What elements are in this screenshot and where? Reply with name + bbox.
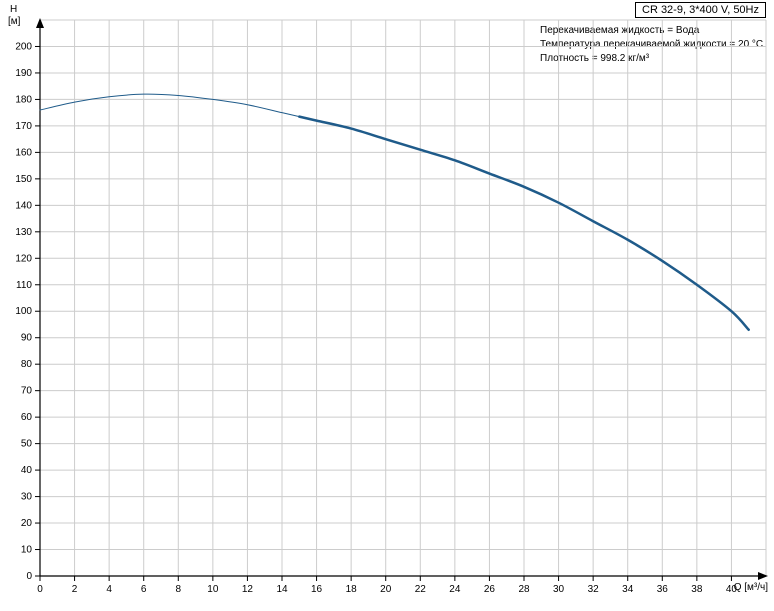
svg-text:30: 30 bbox=[21, 492, 33, 503]
svg-text:190: 190 bbox=[15, 68, 32, 79]
svg-text:80: 80 bbox=[21, 359, 33, 370]
svg-text:8: 8 bbox=[176, 584, 182, 595]
svg-text:16: 16 bbox=[311, 584, 323, 595]
svg-text:6: 6 bbox=[141, 584, 147, 595]
svg-text:2: 2 bbox=[72, 584, 78, 595]
svg-text:40: 40 bbox=[726, 584, 738, 595]
svg-text:70: 70 bbox=[21, 386, 33, 397]
svg-text:120: 120 bbox=[15, 253, 32, 264]
svg-text:38: 38 bbox=[691, 584, 703, 595]
svg-text:24: 24 bbox=[449, 584, 461, 595]
svg-text:32: 32 bbox=[588, 584, 600, 595]
svg-text:26: 26 bbox=[484, 584, 496, 595]
svg-text:110: 110 bbox=[16, 280, 32, 291]
svg-text:34: 34 bbox=[622, 584, 634, 595]
svg-text:0: 0 bbox=[26, 571, 32, 582]
svg-text:14: 14 bbox=[276, 584, 288, 595]
svg-text:60: 60 bbox=[21, 412, 33, 423]
svg-text:150: 150 bbox=[15, 174, 32, 185]
svg-text:130: 130 bbox=[15, 227, 32, 238]
svg-text:36: 36 bbox=[657, 584, 669, 595]
svg-text:90: 90 bbox=[21, 333, 33, 344]
svg-text:20: 20 bbox=[380, 584, 392, 595]
svg-text:160: 160 bbox=[15, 147, 32, 158]
svg-text:10: 10 bbox=[21, 545, 33, 556]
svg-text:30: 30 bbox=[553, 584, 565, 595]
chart-svg: 0246810121416182022242628303234363840010… bbox=[0, 0, 774, 611]
svg-text:140: 140 bbox=[15, 200, 32, 211]
svg-text:18: 18 bbox=[346, 584, 358, 595]
svg-text:40: 40 bbox=[21, 465, 33, 476]
svg-text:50: 50 bbox=[21, 439, 33, 450]
svg-text:10: 10 bbox=[207, 584, 219, 595]
svg-text:100: 100 bbox=[15, 306, 32, 317]
svg-text:200: 200 bbox=[15, 41, 32, 52]
svg-text:28: 28 bbox=[518, 584, 530, 595]
svg-text:22: 22 bbox=[415, 584, 427, 595]
pump-curve-chart: CR 32-9, 3*400 V, 50Hz Перекачиваемая жи… bbox=[0, 0, 774, 611]
svg-text:180: 180 bbox=[15, 94, 32, 105]
svg-text:20: 20 bbox=[21, 518, 33, 529]
svg-text:12: 12 bbox=[242, 584, 254, 595]
svg-text:4: 4 bbox=[106, 584, 112, 595]
svg-text:0: 0 bbox=[37, 584, 43, 595]
svg-text:170: 170 bbox=[15, 121, 32, 132]
